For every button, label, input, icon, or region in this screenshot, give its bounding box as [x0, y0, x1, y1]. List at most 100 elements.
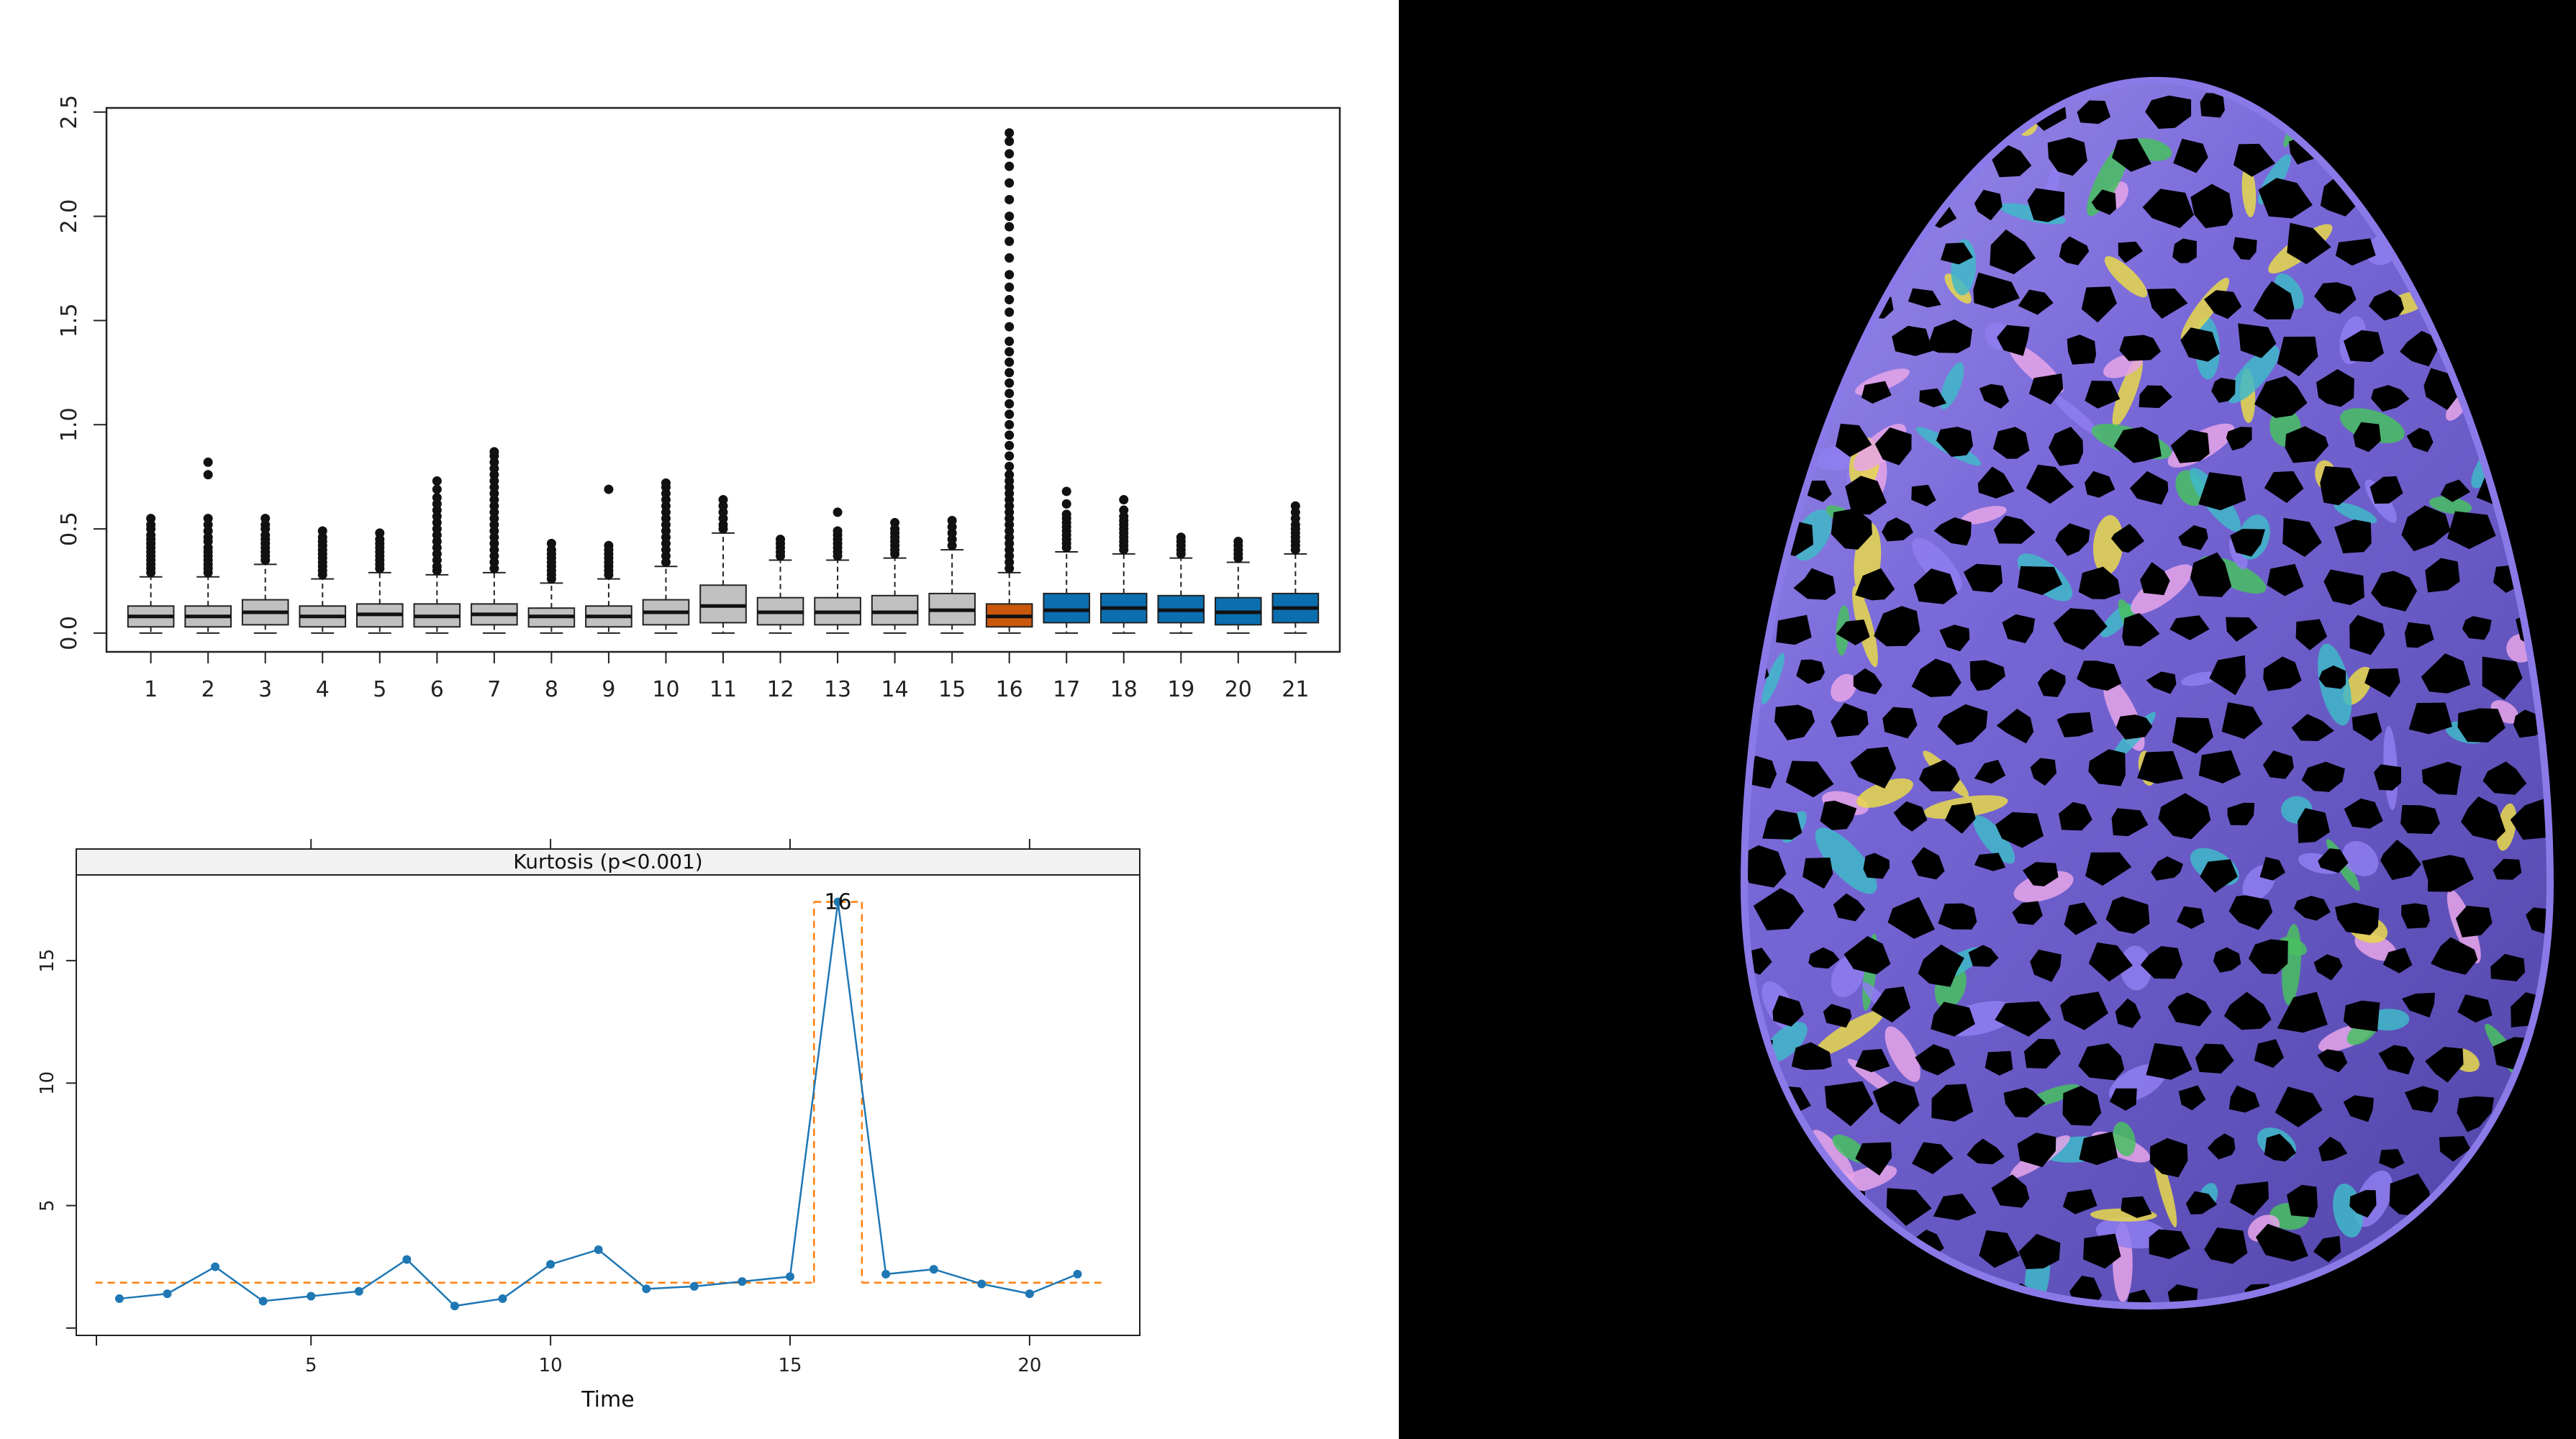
box-11 [699, 495, 747, 634]
box-7 [471, 447, 518, 634]
outlier-point [1004, 440, 1015, 450]
outlier-point [1233, 536, 1243, 546]
lattice-highlight [2283, 80, 2326, 147]
lattice-cell [1893, 801, 1928, 832]
lattice-cell [1855, 1048, 1890, 1073]
lattice-cell [2301, 761, 2345, 792]
outlier-point [1004, 357, 1015, 367]
lattice-cell [1974, 189, 2003, 221]
lattice-cell [1967, 1138, 2005, 1165]
lattice-cell [2024, 1038, 2062, 1069]
lattice-cell [2078, 566, 2121, 599]
x-tick-label: 8 [545, 677, 558, 702]
lattice-cell [2173, 138, 2208, 173]
lattice-cell [2371, 385, 2410, 412]
lattice-cell [2230, 529, 2265, 557]
lattice-cell [2198, 472, 2246, 511]
lattice-cell [2195, 1043, 2234, 1073]
lattice-cell [2085, 852, 2132, 886]
lattice-cell [2115, 714, 2153, 740]
lattice-cell [2277, 336, 2318, 376]
lattice-cell [1827, 242, 1864, 271]
lattice-cell [2404, 622, 2434, 648]
lattice-highlight [2104, 256, 2148, 298]
lattice-cell [2369, 476, 2403, 504]
x-tick-label: 1 [144, 677, 158, 702]
lattice-cell [2362, 88, 2413, 127]
lattice-cell [2023, 862, 2059, 886]
lattice-cell [2334, 519, 2372, 553]
outlier-point [776, 535, 786, 545]
lattice-cell [2146, 289, 2188, 319]
lattice-cell [2223, 991, 2272, 1030]
lattice-cell [1918, 759, 1960, 791]
lattice-cell [2464, 233, 2503, 260]
lattice-cell [1974, 853, 2006, 871]
y-tick-label: 15 [37, 949, 58, 973]
lattice-cell [1933, 517, 1972, 546]
lattice-highlight [1751, 1253, 1800, 1299]
lattice-cell [1995, 812, 2044, 848]
lattice-highlight [1808, 93, 1863, 131]
outlier-point [1004, 430, 1015, 440]
lattice-cell [2264, 1133, 2296, 1162]
boxplot-chart: 0.00.51.01.52.02.5 1 2 3 4 5 6 7 8 9 10 11 12 13 14 15… [57, 95, 1341, 702]
lattice-highlight [2275, 273, 2304, 309]
lattice-cell [2477, 96, 2520, 130]
lattice-cell [1908, 288, 1941, 308]
lattice-highlight [2448, 189, 2472, 239]
outlier-point [375, 528, 385, 538]
lattice-cell [2185, 1191, 2218, 1215]
lattice-cell [2318, 848, 2349, 873]
lattice-cell [2190, 183, 2233, 229]
lattice-highlight [1815, 153, 1891, 174]
lattice-cell [2012, 901, 2043, 925]
box-8 [527, 538, 576, 634]
kurtosis-frame [76, 874, 1140, 1336]
lattice-cell [2180, 327, 2220, 362]
lattice-cell [1877, 1277, 1915, 1306]
x-tick-label: 10 [652, 677, 679, 702]
outlier-point [1004, 128, 1015, 138]
outlier-point [546, 538, 556, 548]
kurtosis-point [785, 1272, 794, 1281]
lattice-cell [2204, 1227, 2248, 1264]
lattice-cell [1977, 466, 2015, 499]
kurtosis-point [642, 1284, 651, 1294]
lattice-cell [2277, 991, 2328, 1033]
outlier-point [1061, 509, 1071, 519]
lattice-cell [1855, 1142, 1892, 1176]
outlier-point [1004, 347, 1015, 357]
lattice-highlight [2112, 357, 2143, 427]
lattice-cell [2167, 992, 2212, 1027]
lattice-highlight [2241, 165, 2257, 217]
y-tick-label: 2.0 [57, 199, 82, 234]
lattice-cell [2368, 193, 2399, 219]
lattice-highlight [1939, 362, 1964, 410]
lattice-cell [2209, 655, 2246, 696]
lattice-cell [2318, 1136, 2348, 1162]
lattice-cell [2511, 1189, 2550, 1226]
lattice-cell [1791, 279, 1836, 319]
lattice-cell [1911, 484, 1936, 507]
lattice-cell [1861, 381, 1892, 404]
lattice-cell [2226, 427, 2252, 451]
lattice-cell [2528, 530, 2550, 555]
lattice-cell [1833, 893, 1866, 922]
lattice-cell [2317, 1049, 2348, 1073]
lattice-highlight [2477, 80, 2518, 103]
peak-annotation: 16 [824, 889, 851, 914]
outlier-point [1004, 470, 1015, 480]
lattice-cell [1843, 936, 1891, 975]
lattice-highlight [2501, 290, 2531, 314]
lattice-cell [2320, 466, 2361, 506]
x-tick-label: 19 [1167, 677, 1194, 702]
lattice-cell [2480, 373, 2522, 408]
lattice-cell [1886, 1188, 1932, 1226]
lattice-highlight [1777, 322, 1809, 367]
lattice-cell [2109, 1088, 2137, 1111]
lattice-highlight [1808, 345, 1846, 367]
outlier-point [1004, 409, 1015, 419]
lattice-cell [1979, 383, 2010, 409]
lattice-cell [2077, 100, 2110, 124]
